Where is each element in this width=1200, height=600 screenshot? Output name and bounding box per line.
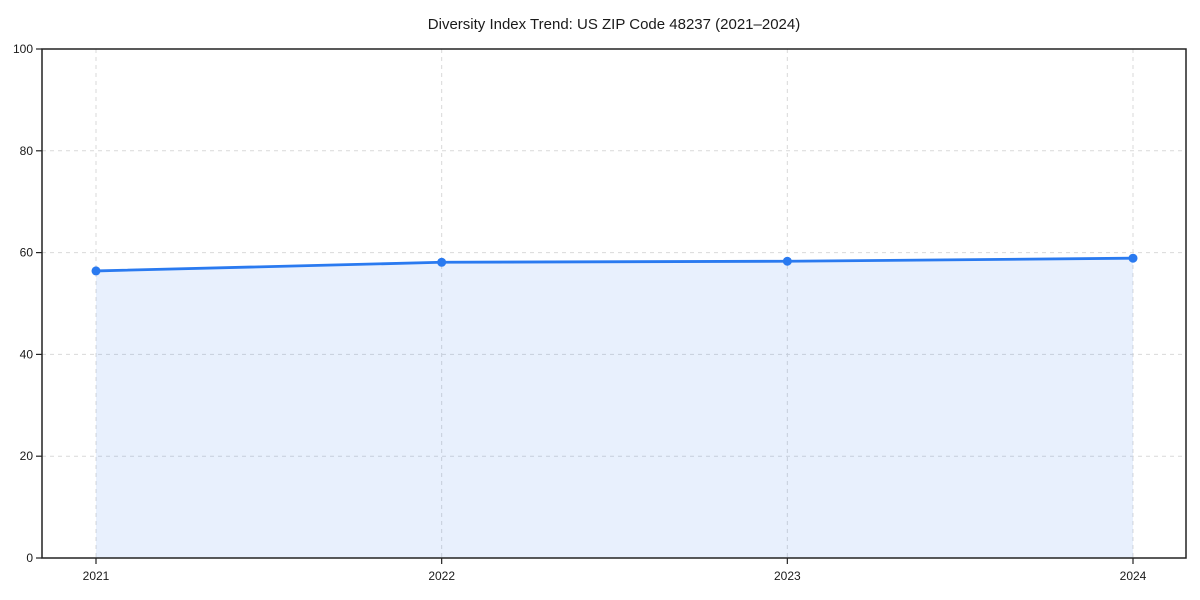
data-point-2021 — [91, 266, 101, 276]
y-tick-label: 60 — [20, 246, 34, 260]
data-point-2022 — [437, 257, 447, 267]
y-tick-label: 100 — [13, 42, 33, 56]
data-point-markers — [91, 253, 1138, 276]
y-tick-label: 20 — [20, 449, 34, 463]
y-tick-label: 0 — [26, 551, 33, 565]
y-tick-label: 40 — [20, 347, 34, 361]
x-tick-label: 2021 — [83, 569, 110, 583]
y-tick-label: 80 — [20, 144, 34, 158]
area-fill — [96, 258, 1133, 558]
chart-title: Diversity Index Trend: US ZIP Code 48237… — [428, 16, 800, 33]
x-tick-label: 2022 — [428, 569, 455, 583]
data-point-2023 — [782, 256, 792, 266]
x-tick-label: 2024 — [1120, 569, 1147, 583]
plot-border — [41, 48, 1187, 559]
x-tick-label: 2023 — [774, 569, 801, 583]
axis-tick-labels: 0 20 40 60 80 100 2021 2022 2023 2024 — [13, 42, 1147, 583]
axis-ticks — [36, 48, 1134, 564]
trend-line — [94, 256, 1135, 273]
data-point-2024 — [1128, 253, 1138, 263]
gridlines — [42, 49, 1186, 558]
